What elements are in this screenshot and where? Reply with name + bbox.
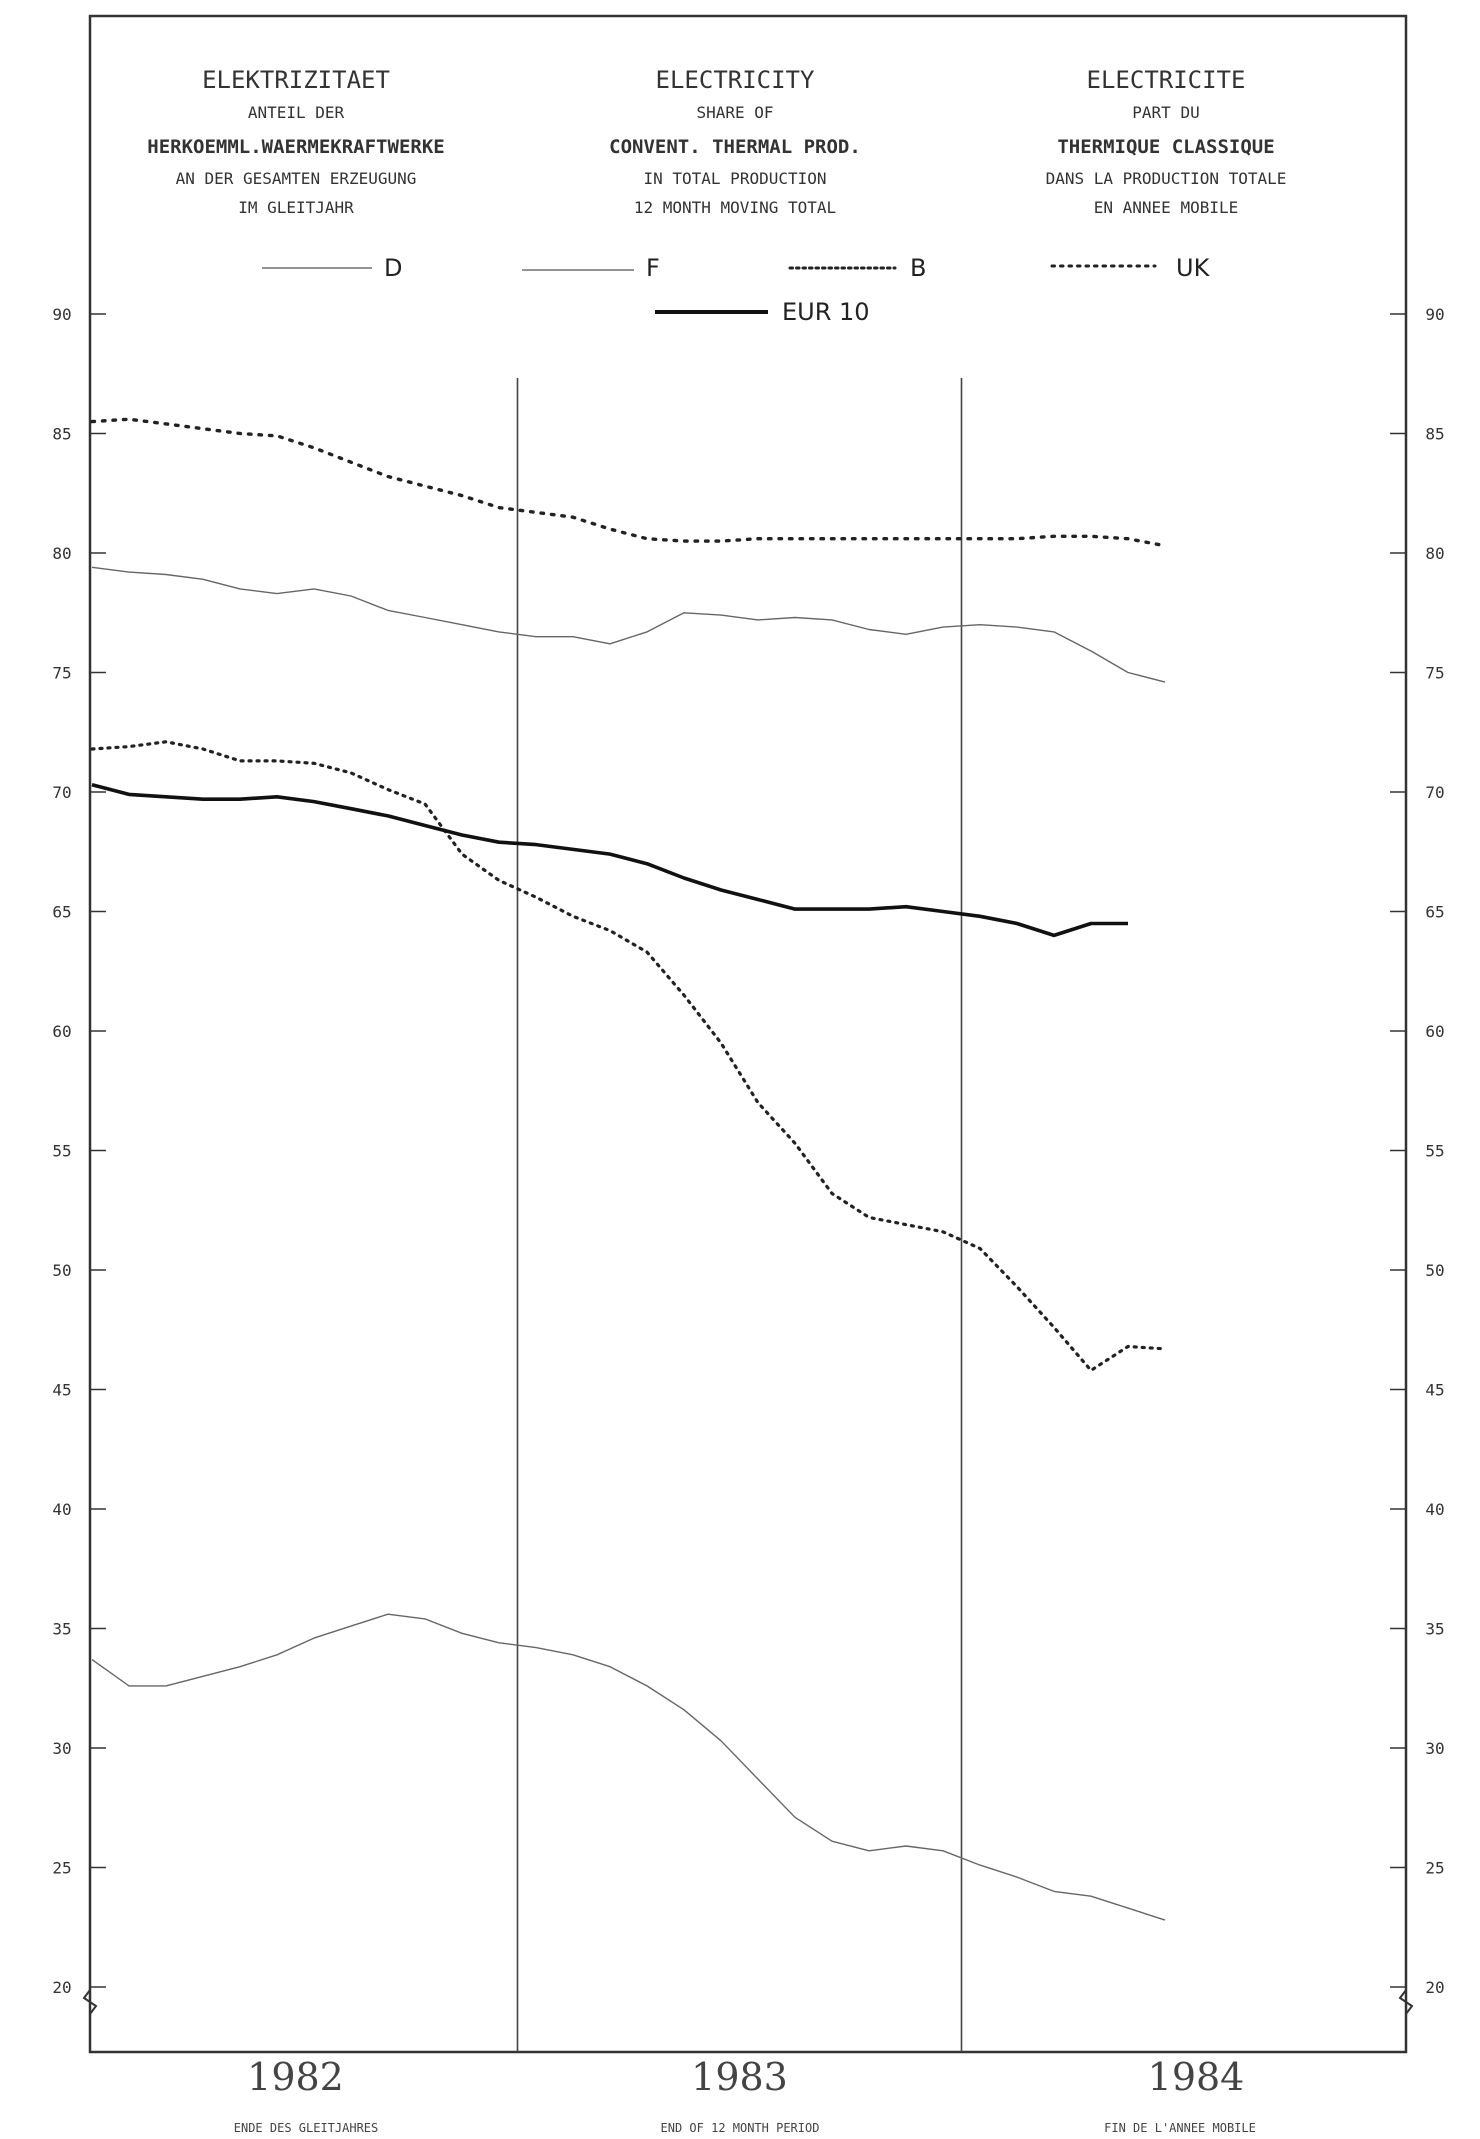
y-tick-label-left: 20: [52, 1978, 71, 1997]
y-tick-label-left: 90: [52, 305, 71, 324]
y-tick-label-left: 65: [52, 903, 71, 922]
y-tick-label-left: 40: [52, 1500, 71, 1519]
header-de-title: ELEKTRIZITAET: [202, 66, 390, 94]
y-tick-label-right: 75: [1425, 664, 1444, 683]
y-tick-label-right: 45: [1425, 1381, 1444, 1400]
header-en-line4: 12 MONTH MOVING TOTAL: [634, 198, 836, 217]
legend-item-eur10: EUR 10: [655, 298, 870, 326]
y-tick-label-right: 20: [1425, 1978, 1444, 1997]
header-fr-line3: DANS LA PRODUCTION TOTALE: [1046, 169, 1287, 188]
series-line-d: [91, 566, 1166, 683]
y-tick-label-left: 70: [52, 783, 71, 802]
series-line-uk: [90, 417, 1167, 548]
series-line-eur10: [91, 783, 1128, 938]
legend-item-f: F: [522, 254, 660, 282]
y-tick-label-left: 55: [52, 1142, 71, 1161]
series-line-b: [90, 740, 1167, 1373]
header-fr-line4: EN ANNEE MOBILE: [1094, 198, 1239, 217]
y-tick-label-right: 70: [1425, 783, 1444, 802]
axis-break-left: [82, 1989, 98, 2015]
header-de-line1: ANTEIL DER: [248, 103, 345, 122]
legend-label-b: B: [910, 254, 926, 282]
y-tick-label-left: 80: [52, 544, 71, 563]
legend: D F B UK EUR 10: [262, 254, 1211, 326]
legend-label-eur10: EUR 10: [782, 298, 870, 326]
y-tick-label-right: 60: [1425, 1022, 1444, 1041]
footer-en: END OF 12 MONTH PERIOD: [661, 2121, 820, 2135]
header-de: ELEKTRIZITAET ANTEIL DER HERKOEMML.WAERM…: [147, 66, 444, 217]
year-label-1982: 1982: [247, 2055, 344, 2099]
legend-item-uk: UK: [1050, 254, 1211, 282]
y-tick-label-left: 25: [52, 1859, 71, 1878]
y-tick-label-left: 35: [52, 1620, 71, 1639]
y-tick-label-left: 30: [52, 1739, 71, 1758]
header-en-line2: CONVENT. THERMAL PROD.: [609, 136, 861, 158]
header-de-line2: HERKOEMML.WAERMEKRAFTWERKE: [147, 136, 444, 158]
y-tick-label-right: 90: [1425, 305, 1444, 324]
axis-break-right: [1398, 1989, 1414, 2015]
header-en: ELECTRICITY SHARE OF CONVENT. THERMAL PR…: [609, 66, 861, 217]
header-fr-title: ELECTRICITE: [1087, 66, 1246, 94]
y-tick-label-left: 60: [52, 1022, 71, 1041]
y-tick-label-right: 50: [1425, 1261, 1444, 1280]
y-tick-label-right: 55: [1425, 1142, 1444, 1161]
y-tick-label-right: 35: [1425, 1620, 1444, 1639]
y-tick-label-right: 85: [1425, 425, 1444, 444]
y-tick-label-right: 25: [1425, 1859, 1444, 1878]
legend-label-d: D: [384, 254, 402, 282]
y-tick-label-right: 80: [1425, 544, 1444, 563]
year-label-1983: 1983: [691, 2055, 788, 2099]
footer: ENDE DES GLEITJAHRES END OF 12 MONTH PER…: [234, 2121, 1256, 2135]
series-layer: [90, 417, 1167, 1921]
footer-de: ENDE DES GLEITJAHRES: [234, 2121, 379, 2135]
header-de-line3: AN DER GESAMTEN ERZEUGUNG: [176, 169, 417, 188]
header-fr: ELECTRICITE PART DU THERMIQUE CLASSIQUE …: [1046, 66, 1287, 217]
header-fr-line1: PART DU: [1132, 103, 1199, 122]
y-tick-label-right: 65: [1425, 903, 1444, 922]
header-de-line4: IM GLEITJAHR: [238, 198, 354, 217]
header-en-line1: SHARE OF: [696, 103, 773, 122]
year-label-1984: 1984: [1148, 2055, 1245, 2099]
series-line-f: [91, 1613, 1166, 1921]
header-en-title: ELECTRICITY: [656, 66, 815, 94]
y-tick-label-left: 50: [52, 1261, 71, 1280]
axis-layer: 20 20 25 25 30 30 35 35 40 40 45 45 50 50 55 55 60 60 65 65…: [52, 305, 1444, 2099]
y-tick-label-left: 75: [52, 664, 71, 683]
plot-frame: [88, 14, 1408, 2054]
y-tick-label-right: 30: [1425, 1739, 1444, 1758]
legend-item-d: D: [262, 254, 402, 282]
footer-fr: FIN DE L'ANNEE MOBILE: [1104, 2121, 1256, 2135]
header-en-line3: IN TOTAL PRODUCTION: [643, 169, 826, 188]
y-tick-label-right: 40: [1425, 1500, 1444, 1519]
legend-label-uk: UK: [1176, 254, 1211, 282]
legend-label-f: F: [646, 254, 660, 282]
legend-item-b: B: [788, 254, 926, 282]
y-tick-label-left: 85: [52, 425, 71, 444]
y-tick-label-left: 45: [52, 1381, 71, 1400]
header-fr-line2: THERMIQUE CLASSIQUE: [1057, 136, 1274, 158]
